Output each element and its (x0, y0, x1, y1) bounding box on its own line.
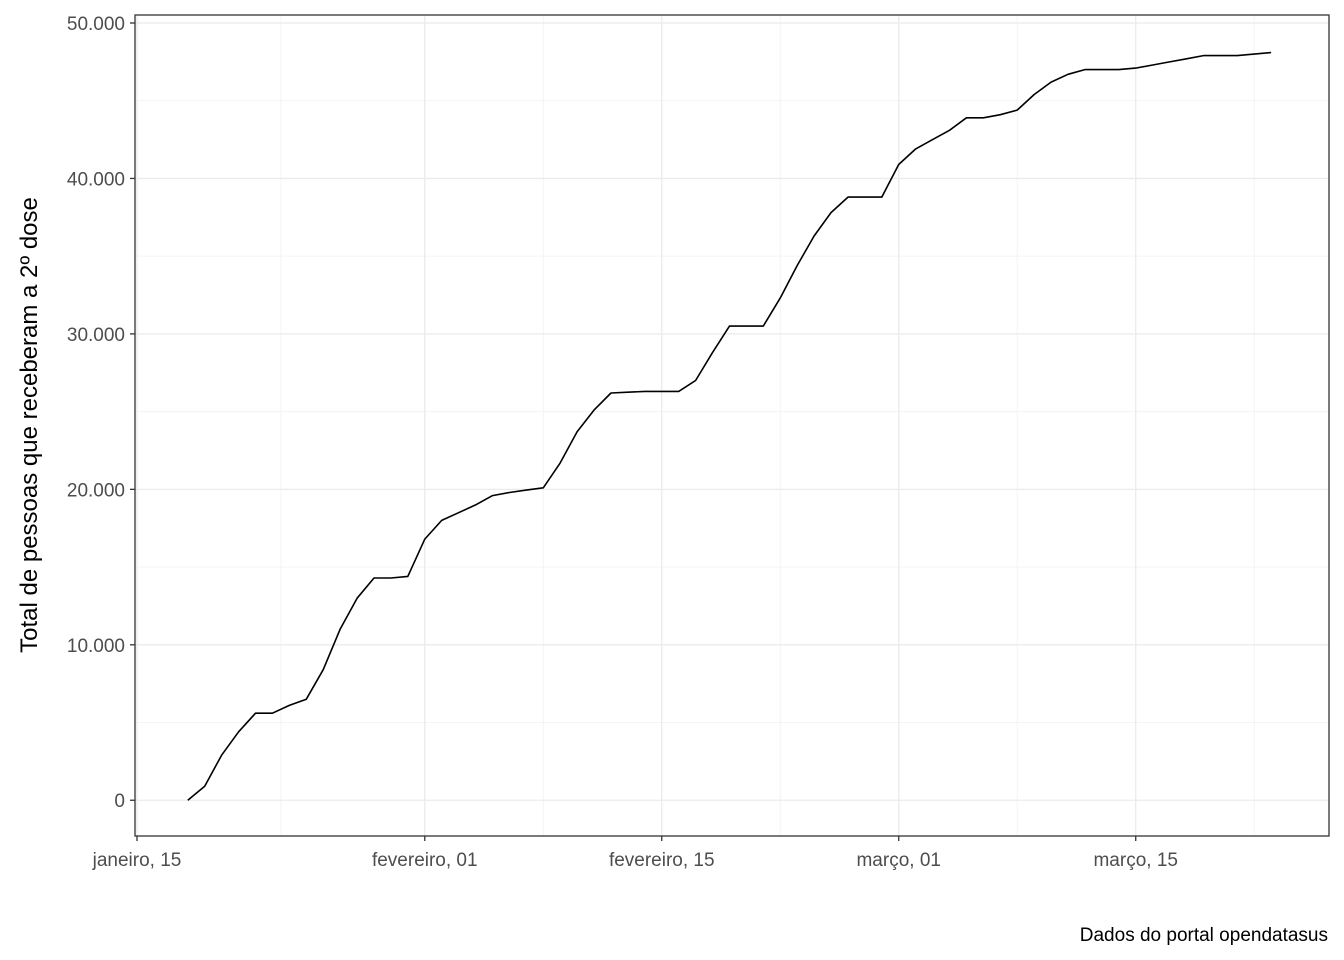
y-tick-label: 0 (114, 791, 125, 812)
y-tick-label: 40.000 (67, 169, 125, 190)
x-axis: janeiro, 15 fevereiro, 01 fevereiro, 15 mar… (92, 836, 1178, 871)
y-tick-label: 50.000 (67, 14, 125, 35)
x-tick-label: março, 01 (856, 850, 940, 871)
caption: Dados do portal opendatasus (1080, 925, 1328, 946)
y-axis: 0 10.000 20.000 30.000 40.000 50.000 (67, 14, 135, 812)
y-axis-title: Total de pessoas que receberam a 2º dose (16, 197, 43, 653)
y-tick-label: 30.000 (67, 325, 125, 346)
series-line (187, 51, 1272, 801)
y-tick-label: 10.000 (67, 636, 125, 657)
x-tick-label: março, 15 (1093, 850, 1177, 871)
panel-border (134, 14, 1330, 837)
x-tick-label: fevereiro, 15 (609, 850, 715, 871)
minor-gridlines (135, 15, 1329, 836)
x-tick-label: janeiro, 15 (92, 850, 182, 871)
y-tick-label: 20.000 (67, 480, 125, 501)
x-tick-label: fevereiro, 01 (372, 850, 478, 871)
